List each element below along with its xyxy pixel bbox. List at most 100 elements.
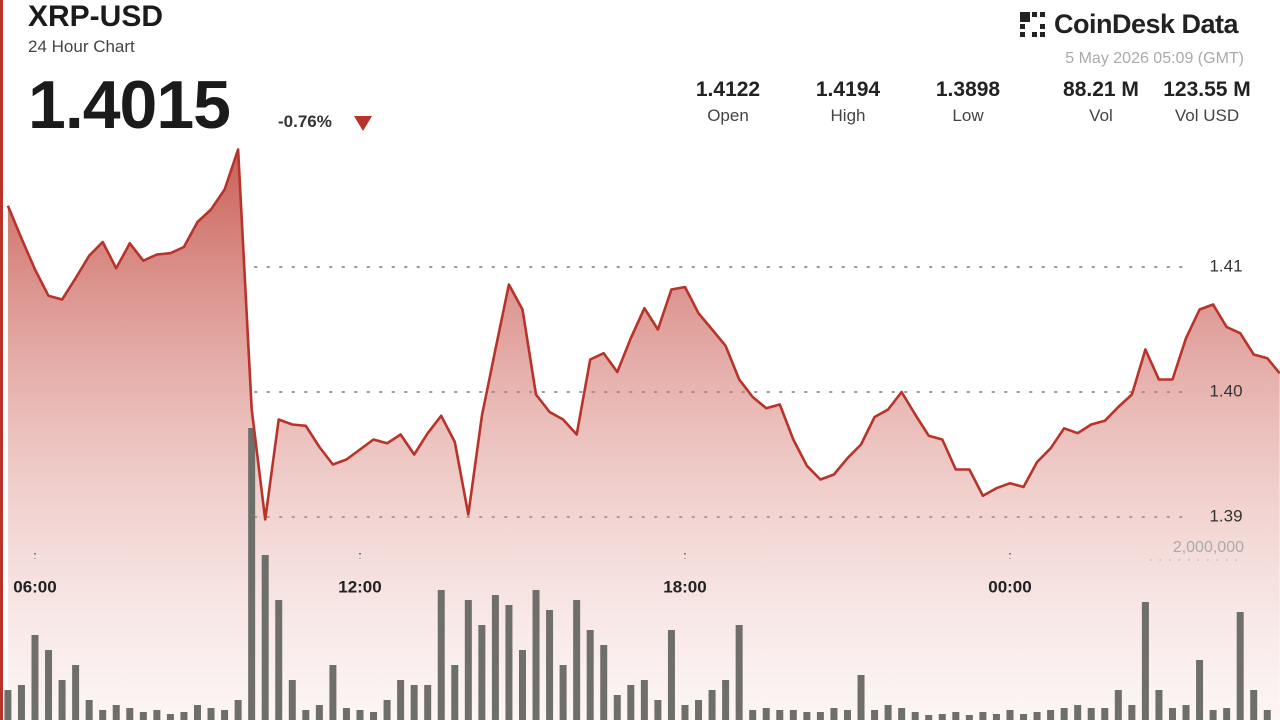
volume-bar: [1087, 708, 1095, 720]
volume-bar: [573, 600, 581, 720]
volume-bar: [1236, 612, 1244, 720]
volume-bar: [397, 680, 405, 720]
subtitle: 24 Hour Chart: [28, 37, 135, 56]
volume-bar: [275, 600, 283, 720]
volume-bar: [898, 708, 906, 720]
last-price: 1.4015: [28, 67, 231, 143]
volume-bar: [261, 555, 269, 720]
volume-bar: [126, 708, 134, 720]
stat-label: Vol: [1089, 106, 1113, 125]
title: XRP-USD: [28, 0, 164, 33]
y-tick-label: 1.40: [1209, 381, 1242, 400]
x-tick-label: 18:00: [663, 577, 706, 596]
volume-bar: [1074, 705, 1082, 720]
volume-bar: [1168, 708, 1176, 720]
volume-bar: [356, 710, 364, 720]
volume-bar: [1263, 710, 1271, 720]
volume-bar: [911, 712, 919, 720]
volume-bar: [139, 712, 147, 720]
volume-bar: [1033, 712, 1041, 720]
volume-bar: [31, 635, 39, 720]
volume-bar: [329, 665, 337, 720]
volume-bar: [464, 600, 472, 720]
volume-bar: [451, 665, 459, 720]
stat-label: Vol USD: [1174, 106, 1240, 125]
volume-bar: [695, 700, 703, 720]
stat-label: High: [830, 106, 866, 125]
volume-bar: [1020, 714, 1028, 720]
volume-bar: [627, 685, 635, 720]
timestamp: 5 May 2026 05:09 (GMT): [1065, 50, 1244, 67]
volume-bar: [221, 710, 229, 720]
volume-bar: [559, 665, 567, 720]
volume-bar: [1155, 690, 1163, 720]
stat-label: Low: [952, 106, 984, 125]
volume-bar: [1196, 660, 1204, 720]
volume-bar: [518, 650, 526, 720]
volume-bar: [1209, 710, 1217, 720]
volume-bar: [992, 714, 1000, 720]
volume-bar: [546, 610, 554, 720]
stat-value: 1.3898: [935, 78, 1001, 101]
volume-bar: [370, 712, 378, 720]
volume-bar: [410, 685, 418, 720]
volume-bar: [667, 630, 675, 720]
volume-bar: [749, 710, 757, 720]
volume-bar: [193, 705, 201, 720]
x-tick-label: 12:00: [338, 577, 381, 596]
volume-bar: [166, 714, 174, 720]
volume-bar: [17, 685, 25, 720]
volume-bar: [1223, 708, 1231, 720]
brand: CoinDesk Data: [1054, 9, 1239, 39]
volume-bar: [1128, 705, 1136, 720]
stat: 88.21 M Vol: [1046, 78, 1156, 126]
volume-bar: [884, 705, 892, 720]
x-tick-label: 00:00: [988, 577, 1031, 596]
price-line: [6, 148, 1280, 521]
stat: 1.3898 Low: [913, 78, 1023, 126]
volume-bar: [207, 708, 215, 720]
volume-bar: [4, 690, 12, 720]
stat-value: 88.21 M: [1063, 78, 1139, 101]
volume-bar: [383, 700, 391, 720]
volume-bar: [1182, 705, 1190, 720]
y-tick-label: 1.41: [1209, 256, 1242, 275]
volume-bar: [654, 700, 662, 720]
x-tick-label: 06:00: [13, 577, 56, 596]
volume-bar: [437, 590, 445, 720]
volume-bar: [478, 625, 486, 720]
volume-bar: [681, 705, 689, 720]
stat-value: 123.55 M: [1163, 78, 1251, 101]
volume-bar: [640, 680, 648, 720]
volume-bar: [803, 712, 811, 720]
volume-bar: [1006, 710, 1014, 720]
volume-bar: [288, 680, 296, 720]
volume-bar: [58, 680, 66, 720]
volume-bar: [735, 625, 743, 720]
volume-bar: [762, 708, 770, 720]
volume-bar: [857, 675, 865, 720]
volume-bar: [952, 712, 960, 720]
y-tick-label: 1.39: [1209, 506, 1242, 525]
volume-bar: [613, 695, 621, 720]
volume-bar: [1141, 602, 1149, 720]
volume-bar: [72, 665, 80, 720]
volume-bar: [871, 710, 879, 720]
volume-bar: [600, 645, 608, 720]
volume-bar: [965, 715, 973, 720]
down-arrow: [354, 116, 372, 131]
volume-bar: [1250, 690, 1258, 720]
volume-bar: [1047, 710, 1055, 720]
volume-bar: [315, 705, 323, 720]
volume-bar: [816, 712, 824, 720]
volume-bar: [180, 712, 188, 720]
volume-bar: [789, 710, 797, 720]
volume-bar: [342, 708, 350, 720]
volume-bar: [112, 705, 120, 720]
price-area: [7, 149, 1280, 720]
volume-bar: [532, 590, 540, 720]
volume-bar: [776, 710, 784, 720]
volume-bar: [1101, 708, 1109, 720]
